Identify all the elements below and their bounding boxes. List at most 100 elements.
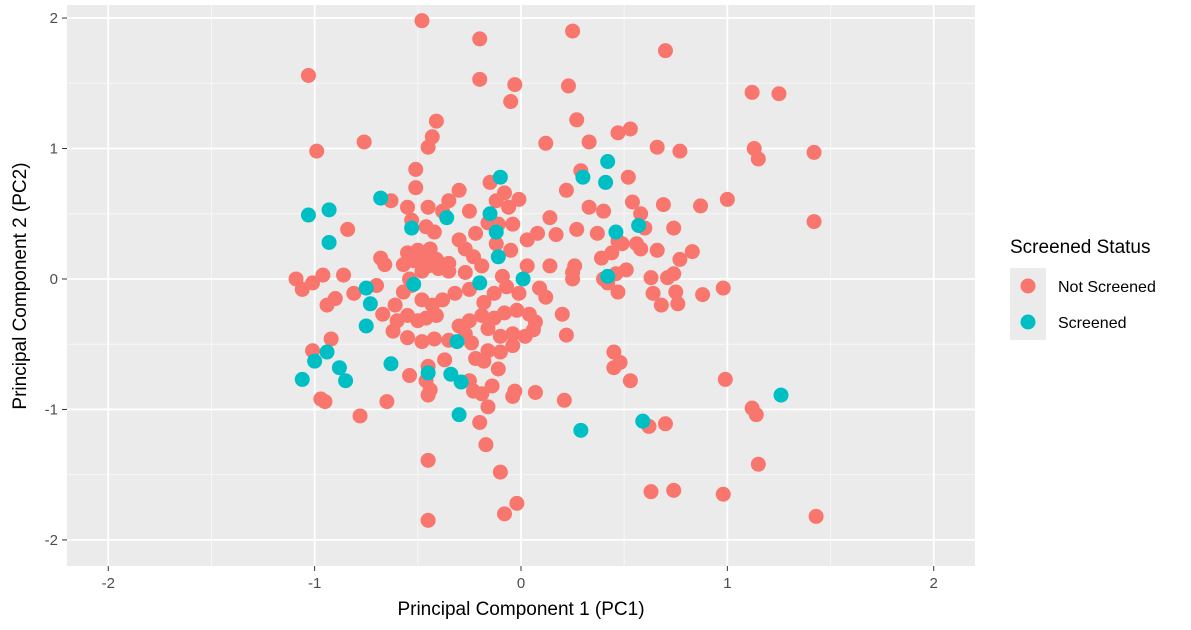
point-not-screened bbox=[622, 373, 638, 389]
x-axis-ticks: -2 -1 0 1 2 bbox=[102, 566, 938, 592]
point-not-screened bbox=[437, 352, 453, 368]
point-not-screened bbox=[474, 258, 490, 274]
point-screened bbox=[490, 249, 506, 265]
point-not-screened bbox=[653, 297, 669, 313]
point-screened bbox=[362, 296, 378, 312]
y-tick-label: 0 bbox=[50, 271, 58, 288]
point-screened bbox=[449, 334, 465, 350]
point-not-screened bbox=[402, 368, 418, 384]
point-not-screened bbox=[610, 125, 626, 141]
point-not-screened bbox=[488, 193, 504, 209]
point-not-screened bbox=[633, 241, 649, 257]
point-not-screened bbox=[527, 384, 543, 400]
point-not-screened bbox=[300, 67, 316, 83]
point-not-screened bbox=[657, 416, 673, 432]
point-not-screened bbox=[428, 308, 444, 324]
y-axis-ticks: -2 -1 0 1 2 bbox=[45, 10, 67, 549]
point-not-screened bbox=[505, 338, 521, 354]
y-tick-label: -1 bbox=[45, 401, 58, 418]
point-not-screened bbox=[356, 134, 372, 150]
point-not-screened bbox=[657, 43, 673, 59]
point-not-screened bbox=[542, 210, 558, 226]
point-not-screened bbox=[596, 203, 612, 219]
point-screened bbox=[338, 373, 354, 389]
point-screened bbox=[600, 268, 616, 284]
legend: Screened Status Not Screened Screened bbox=[1010, 237, 1156, 340]
point-screened bbox=[598, 174, 614, 190]
point-screened bbox=[358, 280, 374, 296]
point-screened bbox=[451, 407, 467, 423]
point-not-screened bbox=[435, 292, 451, 308]
point-not-screened bbox=[808, 508, 824, 524]
point-not-screened bbox=[387, 297, 403, 313]
point-not-screened bbox=[565, 23, 581, 39]
point-not-screened bbox=[614, 236, 630, 252]
point-not-screened bbox=[554, 306, 570, 322]
point-screened bbox=[773, 387, 789, 403]
point-not-screened bbox=[395, 257, 411, 273]
point-not-screened bbox=[447, 285, 463, 301]
point-not-screened bbox=[668, 284, 684, 300]
point-not-screened bbox=[509, 302, 525, 318]
point-not-screened bbox=[323, 331, 339, 347]
point-not-screened bbox=[633, 206, 649, 222]
point-not-screened bbox=[474, 386, 490, 402]
point-not-screened bbox=[476, 353, 492, 369]
point-not-screened bbox=[569, 112, 585, 128]
point-not-screened bbox=[400, 330, 415, 346]
point-not-screened bbox=[461, 203, 477, 219]
legend-label-not-screened: Not Screened bbox=[1058, 279, 1156, 296]
point-not-screened bbox=[346, 285, 362, 301]
point-not-screened bbox=[610, 284, 626, 300]
point-screened bbox=[319, 344, 335, 360]
point-not-screened bbox=[463, 335, 479, 351]
point-not-screened bbox=[771, 86, 787, 102]
legend-label-screened: Screened bbox=[1058, 315, 1127, 332]
point-not-screened bbox=[505, 326, 521, 342]
point-not-screened bbox=[519, 258, 535, 274]
point-not-screened bbox=[420, 512, 436, 528]
point-not-screened bbox=[560, 78, 576, 94]
point-not-screened bbox=[806, 214, 822, 230]
point-screened bbox=[488, 224, 504, 240]
legend-key-screened bbox=[1020, 314, 1036, 330]
point-not-screened bbox=[420, 199, 436, 215]
legend-key-not-screened bbox=[1020, 278, 1036, 294]
point-screened bbox=[307, 353, 323, 369]
point-not-screened bbox=[806, 144, 822, 160]
point-screened bbox=[294, 371, 310, 387]
point-screened bbox=[608, 224, 624, 240]
point-not-screened bbox=[719, 191, 735, 207]
point-not-screened bbox=[715, 486, 731, 502]
x-axis-title: Principal Component 1 (PC1) bbox=[397, 599, 644, 620]
point-not-screened bbox=[451, 182, 467, 198]
point-screened bbox=[420, 365, 436, 381]
point-not-screened bbox=[472, 31, 488, 47]
point-not-screened bbox=[340, 221, 356, 237]
point-not-screened bbox=[525, 322, 541, 338]
point-not-screened bbox=[511, 191, 527, 207]
point-not-screened bbox=[643, 270, 659, 286]
point-not-screened bbox=[672, 143, 688, 159]
point-not-screened bbox=[492, 344, 508, 360]
point-screened bbox=[321, 202, 337, 218]
point-not-screened bbox=[420, 387, 436, 403]
point-not-screened bbox=[717, 371, 733, 387]
point-not-screened bbox=[509, 495, 525, 511]
point-not-screened bbox=[558, 327, 574, 343]
point-not-screened bbox=[457, 264, 473, 280]
point-screened bbox=[439, 210, 455, 226]
point-not-screened bbox=[501, 199, 517, 215]
point-not-screened bbox=[581, 199, 597, 215]
point-not-screened bbox=[744, 84, 760, 100]
point-not-screened bbox=[505, 388, 521, 404]
point-screened bbox=[600, 154, 616, 170]
point-not-screened bbox=[750, 151, 766, 167]
point-not-screened bbox=[556, 392, 572, 408]
point-not-screened bbox=[408, 161, 424, 177]
point-not-screened bbox=[645, 285, 661, 301]
point-not-screened bbox=[695, 287, 711, 303]
point-not-screened bbox=[649, 242, 665, 258]
point-not-screened bbox=[622, 121, 638, 137]
